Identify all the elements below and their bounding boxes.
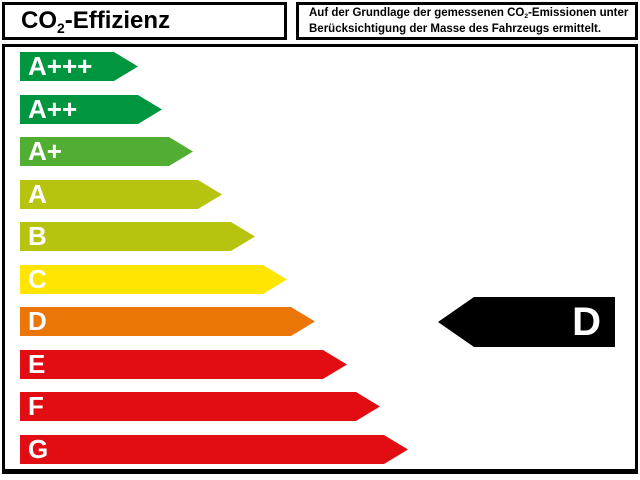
- efficiency-bar-appp: A+++: [20, 52, 138, 81]
- title-subscript: 2: [57, 19, 65, 36]
- bar-label: A+: [28, 136, 62, 166]
- bar-label: C: [28, 264, 47, 294]
- efficiency-bar-app: A++: [20, 95, 162, 124]
- header-note-box: Auf der Grundlage der gemessenen CO2-Emi…: [296, 2, 638, 40]
- note-line1-suffix: -Emissionen unter: [528, 6, 629, 19]
- efficiency-bar-b: B: [20, 222, 255, 251]
- efficiency-bar-d: D: [20, 307, 315, 336]
- bar-label: E: [28, 349, 46, 379]
- note-line-1: Auf der Grundlage der gemessenen CO2-Emi…: [309, 6, 635, 22]
- efficiency-bar-c: C: [20, 265, 287, 294]
- efficiency-bar-f: F: [20, 392, 380, 421]
- rating-letter: D: [572, 300, 601, 344]
- title-suffix: -Effizienz: [64, 7, 171, 34]
- page-title: CO2-Effizienz: [21, 7, 171, 36]
- bar-label: A: [28, 179, 47, 209]
- efficiency-bar-a: A: [20, 180, 222, 209]
- bar-label: A+++: [28, 51, 93, 81]
- note-line1-prefix: Auf der Grundlage der gemessenen CO: [309, 6, 525, 19]
- bar-label: G: [28, 434, 49, 464]
- bar-label: A++: [28, 94, 78, 124]
- note-line1-subscript: 2: [524, 12, 529, 20]
- efficiency-bar-e: E: [20, 350, 347, 379]
- note-line-2: Berücksichtigung der Masse des Fahrzeugs…: [309, 22, 602, 35]
- title-prefix: CO: [21, 7, 57, 34]
- efficiency-bar-ap: A+: [20, 137, 193, 166]
- efficiency-bar-g: G: [20, 435, 408, 464]
- bar-label: D: [28, 306, 47, 336]
- bar-label: B: [28, 221, 47, 251]
- rating-arrow: D: [438, 297, 615, 347]
- header-title-box: CO2-Effizienz: [2, 2, 287, 40]
- bar-label: F: [28, 391, 44, 421]
